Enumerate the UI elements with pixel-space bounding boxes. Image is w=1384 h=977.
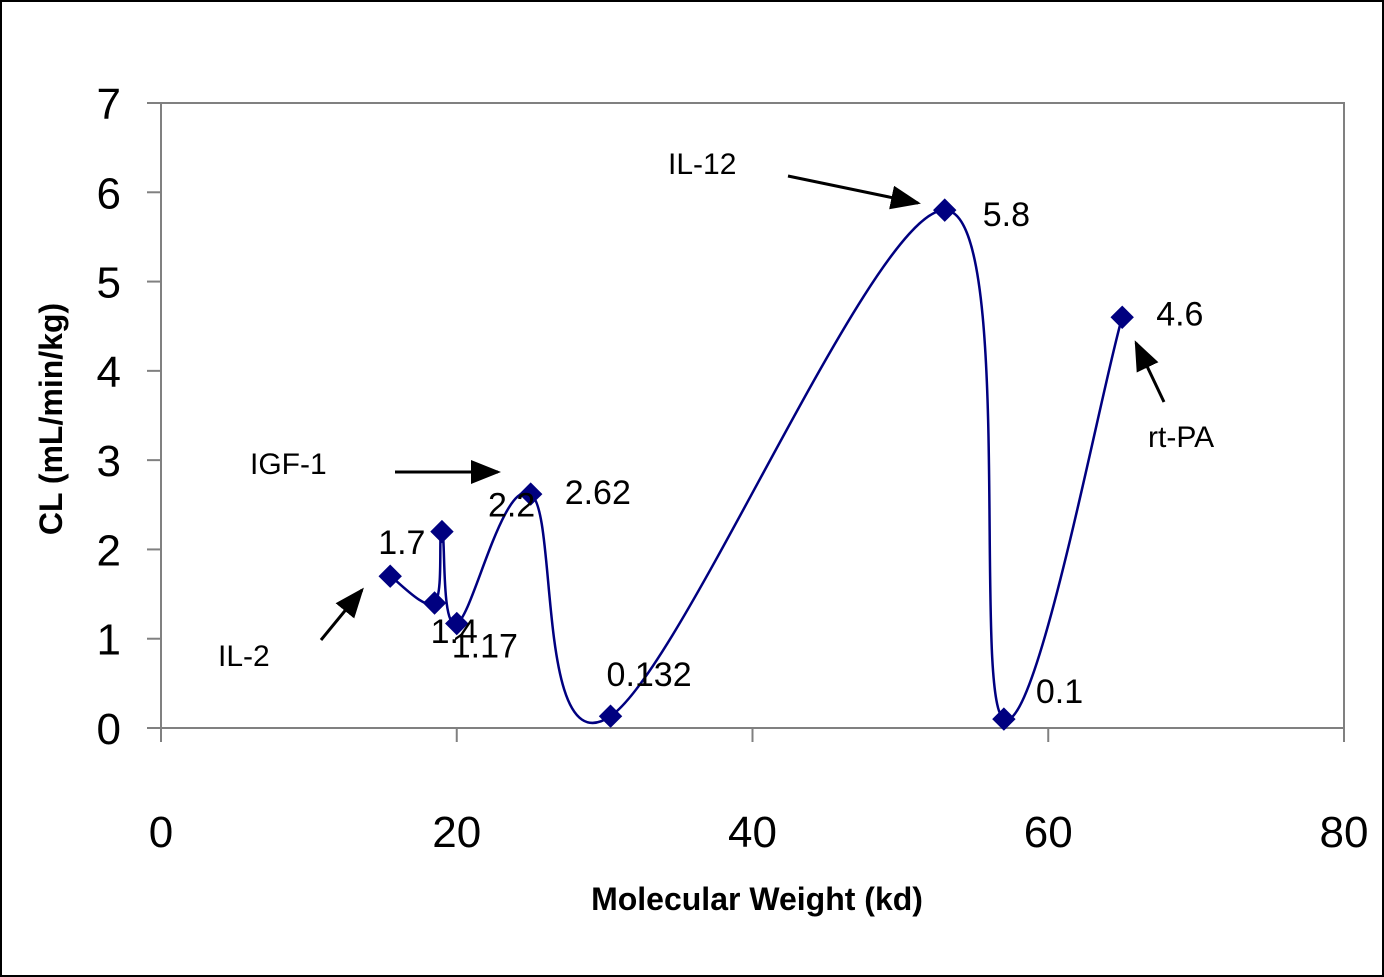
data-label: 2.2 — [488, 487, 535, 525]
data-point — [445, 611, 469, 636]
data-point — [378, 564, 402, 588]
data-label: 1.7 — [378, 524, 425, 562]
x-tick-label: 60 — [1024, 808, 1073, 857]
data-label: 0.1 — [1036, 673, 1083, 711]
data-point — [422, 591, 447, 615]
annotation-igf-1: IGF-1 — [250, 448, 327, 481]
annotation-il-12: IL-12 — [668, 148, 736, 181]
x-tick-label: 40 — [728, 808, 777, 857]
data-point — [933, 198, 957, 222]
y-tick-label: 1 — [97, 616, 121, 665]
data-label: 2.62 — [565, 474, 631, 512]
x-tick-label: 20 — [432, 808, 481, 857]
data-labels: 1.7 1.4 2.2 1.17 2.62 0.132 5.8 0.1 4.6 — [378, 196, 1203, 711]
y-tick-label: 0 — [97, 705, 121, 754]
data-point — [518, 482, 543, 506]
annotation-rt-pa: rt-PA — [1148, 421, 1214, 454]
y-tick-label: 7 — [97, 80, 121, 129]
y-tick-label: 6 — [97, 169, 121, 218]
data-label: 1.4 — [431, 613, 478, 651]
data-point — [598, 704, 623, 728]
x-axis-title: Molecular Weight (kd) — [591, 881, 923, 917]
data-label: 0.132 — [607, 656, 692, 694]
annotation-il-2: IL-2 — [218, 640, 270, 673]
y-axis: 0 1 2 3 4 5 6 7 — [97, 80, 161, 754]
data-point — [1110, 305, 1134, 329]
data-label: 5.8 — [983, 196, 1030, 234]
y-tick-label: 4 — [97, 348, 121, 397]
arrow-il-12 — [787, 174, 921, 210]
data-label: 1.17 — [452, 628, 518, 666]
y-tick-label: 5 — [97, 259, 121, 308]
arrow-il-2 — [319, 587, 364, 641]
x-tick-label: 80 — [1320, 808, 1369, 857]
data-point — [992, 707, 1016, 731]
y-tick-label: 2 — [97, 526, 121, 575]
arrow-rt-pa — [1134, 340, 1166, 403]
x-tick-label: 0 — [149, 808, 173, 857]
plot-area — [160, 102, 1345, 729]
data-markers — [378, 198, 1134, 731]
x-axis: 0 20 40 60 80 — [149, 728, 1369, 857]
y-tick-label: 3 — [97, 437, 121, 486]
data-point — [430, 519, 454, 544]
y-axis-title: CL (mL/min/kg) — [33, 303, 69, 535]
data-label: 4.6 — [1156, 295, 1203, 333]
annotations: IL-2 IGF-1 IL-12 rt-PA — [218, 148, 1214, 673]
